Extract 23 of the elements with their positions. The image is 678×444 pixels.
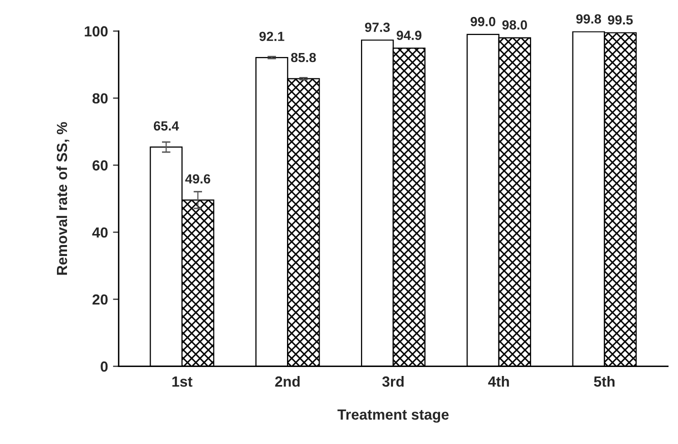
data-label: 92.1 bbox=[259, 32, 284, 42]
y-tick-label: 40 bbox=[92, 227, 108, 238]
y-axis-title: Removal rate of SS, % bbox=[56, 122, 70, 275]
data-label: 65.4 bbox=[154, 121, 179, 131]
data-label: 85.8 bbox=[291, 52, 316, 62]
y-tick-label: 100 bbox=[84, 26, 108, 37]
y-tick-label: 0 bbox=[100, 361, 108, 372]
data-label: 99.5 bbox=[608, 15, 633, 25]
data-label: 94.9 bbox=[396, 30, 422, 40]
x-tick-label: 4th bbox=[488, 376, 509, 387]
data-label: 99.0 bbox=[470, 16, 496, 26]
x-tick-label: 5th bbox=[594, 376, 614, 387]
data-label: 99.8 bbox=[576, 14, 602, 24]
x-tick-label: 2nd bbox=[275, 376, 300, 387]
data-label: 49.6 bbox=[185, 174, 210, 184]
y-tick-label: 60 bbox=[92, 160, 108, 171]
data-label: 98.0 bbox=[502, 20, 527, 30]
x-tick-label: 1st bbox=[172, 376, 192, 387]
x-axis-title: Treatment stage bbox=[337, 410, 449, 423]
y-tick-label: 80 bbox=[92, 93, 108, 104]
x-tick-label: 3rd bbox=[382, 376, 404, 387]
y-tick-label: 20 bbox=[92, 294, 108, 305]
data-label: 97.3 bbox=[365, 22, 390, 32]
